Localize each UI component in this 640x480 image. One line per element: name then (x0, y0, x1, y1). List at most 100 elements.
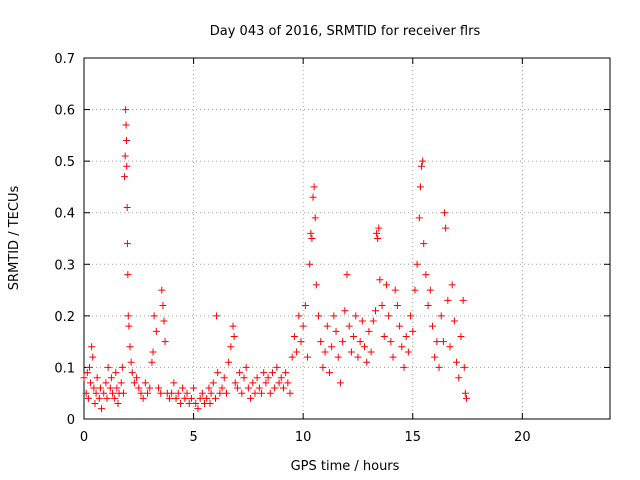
x-tick-label: 20 (514, 430, 531, 445)
data-point (214, 369, 222, 377)
data-point (343, 271, 351, 279)
data-point (336, 379, 344, 387)
data-point (141, 379, 149, 387)
data-point (206, 400, 214, 408)
data-point (446, 343, 454, 351)
data-point (227, 343, 235, 351)
data-point (121, 173, 129, 181)
data-point (441, 209, 449, 217)
data-point (431, 353, 439, 361)
data-point (361, 343, 369, 351)
data-point (222, 389, 230, 397)
data-point (160, 317, 168, 325)
data-point (295, 312, 303, 320)
data-point (356, 338, 364, 346)
data-point (273, 363, 281, 371)
data-point (352, 312, 360, 320)
data-point (253, 374, 261, 382)
data-point (428, 322, 436, 330)
data-point (354, 353, 362, 361)
data-point (84, 394, 92, 402)
chart-title: Day 043 of 2016, SRMTID for receiver flr… (210, 24, 481, 39)
data-point (402, 332, 410, 340)
y-tick-label: 0 (67, 413, 75, 428)
data-point (444, 296, 452, 304)
data-point (123, 204, 131, 212)
data-point (111, 394, 119, 402)
data-point (317, 338, 325, 346)
data-point (231, 379, 239, 387)
data-point (213, 312, 221, 320)
data-point (148, 358, 156, 366)
data-point (104, 363, 112, 371)
data-point (242, 363, 250, 371)
data-point (350, 332, 358, 340)
data-point (209, 379, 217, 387)
data-point (332, 327, 340, 335)
data-point (139, 394, 147, 402)
data-point (122, 106, 130, 114)
data-point (149, 348, 157, 356)
data-point (152, 327, 160, 335)
data-point (424, 302, 432, 310)
x-tick-label: 15 (404, 430, 421, 445)
y-tick-label: 0.6 (54, 104, 75, 119)
data-point (179, 384, 187, 392)
data-point (89, 353, 97, 361)
data-point (113, 384, 121, 392)
data-point (461, 389, 469, 397)
data-point (416, 183, 424, 191)
data-point (225, 358, 233, 366)
data-point (462, 394, 470, 402)
data-point (321, 348, 329, 356)
data-point (373, 229, 381, 237)
data-point (325, 369, 333, 377)
data-point (216, 389, 224, 397)
data-point (218, 384, 226, 392)
data-point (284, 379, 292, 387)
data-point (190, 384, 198, 392)
data-point (435, 363, 443, 371)
data-point (150, 312, 158, 320)
data-point (172, 394, 180, 402)
data-point (334, 353, 342, 361)
y-tick-label: 0.7 (54, 52, 75, 67)
data-point (196, 394, 204, 402)
data-point (98, 405, 106, 413)
x-tick-label: 0 (80, 430, 88, 445)
data-point (258, 389, 266, 397)
data-point (88, 343, 96, 351)
data-point (365, 327, 373, 335)
data-point (108, 389, 116, 397)
data-point (358, 317, 366, 325)
y-tick-label: 0.3 (54, 258, 75, 273)
data-point (82, 389, 90, 397)
data-point (420, 240, 428, 248)
data-point (439, 338, 447, 346)
data-point (411, 286, 419, 294)
data-point (264, 374, 272, 382)
data-point (124, 312, 132, 320)
data-point (123, 137, 131, 145)
data-point (460, 363, 468, 371)
data-point (123, 240, 131, 248)
data-point (404, 348, 412, 356)
data-point (158, 286, 166, 294)
data-point (102, 379, 110, 387)
data-point (347, 348, 355, 356)
data-point (277, 374, 285, 382)
data-point (187, 394, 195, 402)
data-point (282, 369, 290, 377)
data-point (125, 322, 133, 330)
data-point (236, 369, 244, 377)
data-point (457, 332, 465, 340)
data-point (375, 224, 383, 232)
data-point (307, 229, 315, 237)
data-point (299, 322, 307, 330)
data-point (419, 157, 427, 165)
data-point (240, 374, 248, 382)
data-point (244, 384, 252, 392)
data-point (400, 363, 408, 371)
data-point (157, 389, 165, 397)
